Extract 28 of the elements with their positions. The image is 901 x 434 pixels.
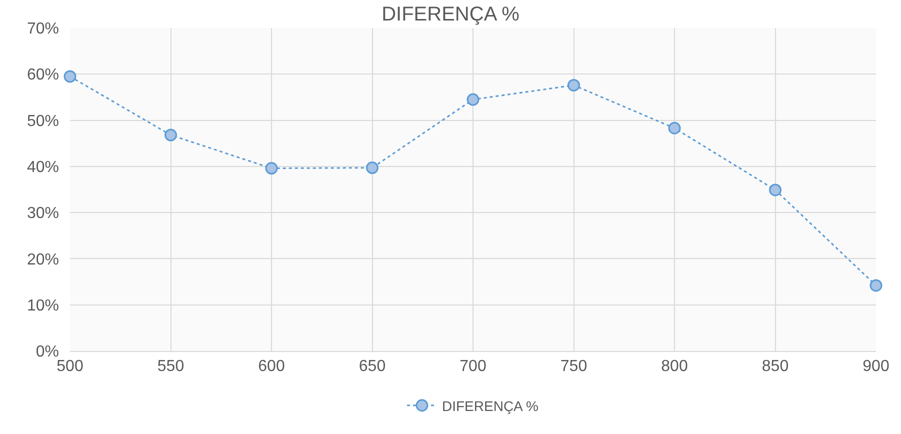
- y-tick-label: 60%: [26, 66, 59, 84]
- y-tick-label: 40%: [26, 159, 59, 176]
- chart-title: DIFERENÇA %: [382, 4, 520, 26]
- y-tick-label: 70%: [26, 20, 59, 38]
- x-tick-label: 850: [762, 358, 789, 376]
- y-tick-label: 0%: [36, 344, 59, 361]
- y-tick-label: 20%: [26, 251, 59, 268]
- x-tick-label: 900: [862, 358, 890, 376]
- x-tick-label: 500: [56, 358, 84, 376]
- point: [164, 128, 177, 142]
- y-tick-label: 10%: [26, 297, 59, 314]
- point: [568, 78, 580, 92]
- y-tick-label: 30%: [26, 205, 59, 222]
- x-tick-label: 600: [258, 358, 285, 376]
- x-tick-label: 550: [157, 358, 184, 376]
- point: [265, 162, 278, 175]
- point: [668, 122, 681, 134]
- point: [769, 184, 782, 196]
- legend-label: DIFERENÇA %: [442, 398, 538, 414]
- point: [870, 279, 882, 292]
- x-tick-label: 800: [661, 358, 688, 376]
- y-tick-label: 50%: [26, 112, 59, 130]
- point: [366, 162, 378, 174]
- x-tick-label: 650: [358, 358, 386, 376]
- x-tick-label: 700: [460, 358, 486, 376]
- point: [64, 70, 76, 83]
- point: [466, 93, 480, 106]
- x-tick-label: 750: [560, 358, 588, 376]
